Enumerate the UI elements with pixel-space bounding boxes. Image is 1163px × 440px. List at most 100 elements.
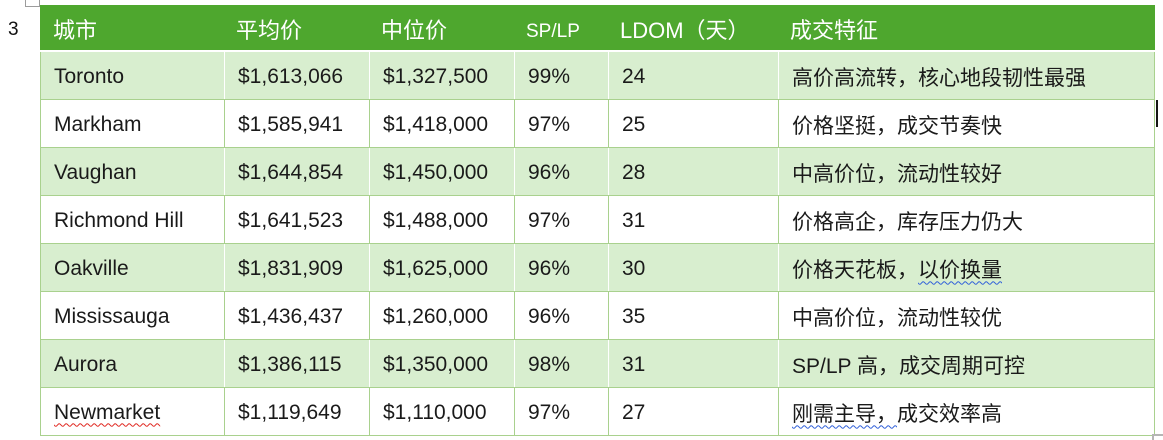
city-label: Vaughan <box>54 160 137 184</box>
table-row: Toronto $1,613,066 $1,327,500 99% 24 高价高流转，核心… <box>41 52 1154 100</box>
city-label: Oakville <box>54 256 129 280</box>
table-header-row: 城市 平均价 中位价 SP/LP LDOM（天） 成交特征 <box>40 5 1155 52</box>
ldom-value: 25 <box>622 112 646 136</box>
median-price-value: $1,110,000 <box>383 400 487 424</box>
feature-text: 价格天花板， <box>792 258 918 282</box>
ldom-value: 27 <box>622 400 646 424</box>
cell-feature[interactable]: 价格天花板， 以价换量 <box>778 244 1154 291</box>
header-label-city: 城市 <box>53 17 98 43</box>
header-cell-median-price[interactable]: 中位价 <box>368 5 513 50</box>
feature-text: 价格坚挺，成交节奏快 <box>792 114 1002 138</box>
average-price-value: $1,831,909 <box>238 256 344 280</box>
median-price-value: $1,260,000 <box>383 304 489 328</box>
cell-average-price[interactable]: $1,585,941 <box>224 100 369 147</box>
header-cell-ldom[interactable]: LDOM（天） <box>607 5 777 50</box>
header-label-average-price: 平均价 <box>236 17 303 43</box>
feature-text: 中高价位，流动性较优 <box>792 306 1002 330</box>
feature-text: 价格高企，库存压力仍大 <box>792 210 1023 234</box>
cell-sp-lp[interactable]: 98% <box>514 340 608 387</box>
table-row: Oakville $1,831,909 $1,625,000 96% 30 价格天花板，以… <box>41 244 1154 292</box>
cell-median-price[interactable]: $1,110,000 <box>369 388 514 435</box>
cell-feature[interactable]: 中高价位，流动性较优 <box>778 292 1154 339</box>
cell-city[interactable]: Richmond Hill <box>41 196 224 243</box>
median-price-value: $1,418,000 <box>383 112 489 136</box>
cell-median-price[interactable]: $1,327,500 <box>369 52 514 99</box>
cell-feature[interactable]: SP/LP 高，成交周期可控 <box>778 340 1154 387</box>
city-stats-table: 城市 平均价 中位价 SP/LP LDOM（天） 成交特征 Toronto $1,… <box>40 5 1155 436</box>
cell-feature[interactable]: 高价高流转，核心地段韧性最强 <box>778 52 1154 99</box>
cell-city[interactable]: Markham <box>41 100 224 147</box>
feature-text: 中高价位，流动性较好 <box>792 162 1002 186</box>
table-row: Mississauga $1,436,437 $1,260,000 96% 35 中高价位… <box>41 292 1154 340</box>
average-price-value: $1,644,854 <box>238 160 344 184</box>
cell-ldom[interactable]: 31 <box>608 196 778 243</box>
cell-feature[interactable]: 中高价位，流动性较好 <box>778 148 1154 195</box>
cell-sp-lp[interactable]: 97% <box>514 388 608 435</box>
table-resize-handle[interactable] <box>1152 434 1163 440</box>
cell-city[interactable]: Oakville <box>41 244 224 291</box>
cell-city[interactable]: Vaughan <box>41 148 224 195</box>
median-price-value: $1,327,500 <box>383 64 489 88</box>
cell-city[interactable]: Toronto <box>41 52 224 99</box>
cell-sp-lp[interactable]: 99% <box>514 52 608 99</box>
cell-sp-lp[interactable]: 96% <box>514 292 608 339</box>
cell-average-price[interactable]: $1,119,649 <box>224 388 369 435</box>
cell-sp-lp[interactable]: 97% <box>514 196 608 243</box>
cell-sp-lp[interactable]: 96% <box>514 148 608 195</box>
cell-ldom[interactable]: 31 <box>608 340 778 387</box>
cell-feature[interactable]: 刚需主导， 成交效率高 <box>778 388 1154 435</box>
sp-lp-value: 96% <box>528 256 571 280</box>
header-label-ldom: LDOM（天） <box>620 17 750 43</box>
cell-median-price[interactable]: $1,260,000 <box>369 292 514 339</box>
cell-city[interactable]: Mississauga <box>41 292 224 339</box>
cell-ldom[interactable]: 24 <box>608 52 778 99</box>
cell-city[interactable]: Newmarket <box>41 388 224 435</box>
cell-city[interactable]: Aurora <box>41 340 224 387</box>
city-label: Aurora <box>54 352 118 376</box>
cell-ldom[interactable]: 25 <box>608 100 778 147</box>
ldom-value: 35 <box>622 304 646 328</box>
table-move-handle[interactable] <box>25 0 40 7</box>
cell-sp-lp[interactable]: 97% <box>514 100 608 147</box>
cell-average-price[interactable]: $1,644,854 <box>224 148 369 195</box>
cell-feature[interactable]: 价格坚挺，成交节奏快 <box>778 100 1154 147</box>
cell-average-price[interactable]: $1,641,523 <box>224 196 369 243</box>
cell-median-price[interactable]: $1,450,000 <box>369 148 514 195</box>
cell-ldom[interactable]: 35 <box>608 292 778 339</box>
cell-average-price[interactable]: $1,613,066 <box>224 52 369 99</box>
city-label: Toronto <box>54 64 125 88</box>
average-price-value: $1,585,941 <box>238 112 344 136</box>
average-price-value: $1,386,115 <box>238 352 342 376</box>
cell-ldom[interactable]: 28 <box>608 148 778 195</box>
text-cursor <box>1156 100 1158 127</box>
average-price-value: $1,436,437 <box>238 304 344 328</box>
cell-ldom[interactable]: 30 <box>608 244 778 291</box>
header-label-sp-lp: SP/LP <box>526 21 580 42</box>
cell-ldom[interactable]: 27 <box>608 388 778 435</box>
cell-median-price[interactable]: $1,625,000 <box>369 244 514 291</box>
table-row: Vaughan $1,644,854 $1,450,000 96% 28 中高价位，流动性… <box>41 148 1154 196</box>
cell-median-price[interactable]: $1,418,000 <box>369 100 514 147</box>
median-price-value: $1,488,000 <box>383 208 489 232</box>
cell-sp-lp[interactable]: 96% <box>514 244 608 291</box>
ldom-value: 28 <box>622 160 646 184</box>
sp-lp-value: 97% <box>528 208 571 232</box>
header-cell-city[interactable]: 城市 <box>40 5 223 50</box>
header-cell-sp-lp[interactable]: SP/LP <box>513 5 607 50</box>
average-price-value: $1,641,523 <box>238 208 344 232</box>
cell-median-price[interactable]: $1,350,000 <box>369 340 514 387</box>
margin-row-number: 3 <box>8 19 19 40</box>
sp-lp-value: 96% <box>528 160 571 184</box>
cell-average-price[interactable]: $1,386,115 <box>224 340 369 387</box>
cell-feature[interactable]: 价格高企，库存压力仍大 <box>778 196 1154 243</box>
ldom-value: 31 <box>622 352 646 376</box>
header-cell-average-price[interactable]: 平均价 <box>223 5 368 50</box>
header-cell-feature[interactable]: 成交特征 <box>777 5 1155 50</box>
ldom-value: 24 <box>622 64 646 88</box>
cell-average-price[interactable]: $1,831,909 <box>224 244 369 291</box>
cell-median-price[interactable]: $1,488,000 <box>369 196 514 243</box>
ldom-value: 31 <box>622 208 646 232</box>
cell-average-price[interactable]: $1,436,437 <box>224 292 369 339</box>
sp-lp-value: 98% <box>528 352 571 376</box>
